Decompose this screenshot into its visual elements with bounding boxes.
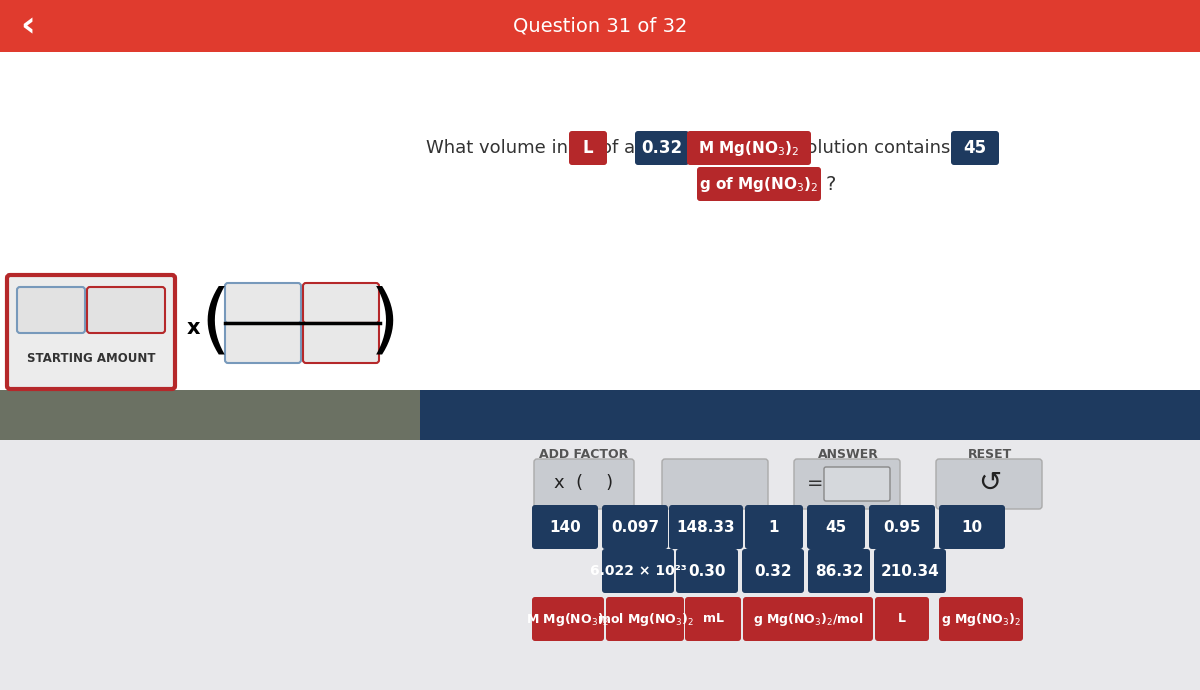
FancyBboxPatch shape <box>420 390 1200 440</box>
Text: x: x <box>186 318 199 338</box>
Text: L: L <box>583 139 593 157</box>
Text: mL: mL <box>702 613 724 626</box>
FancyBboxPatch shape <box>952 131 998 165</box>
FancyBboxPatch shape <box>532 597 604 641</box>
FancyBboxPatch shape <box>606 597 684 641</box>
Text: 210.34: 210.34 <box>881 564 940 578</box>
FancyBboxPatch shape <box>226 323 301 363</box>
FancyBboxPatch shape <box>0 0 1200 52</box>
FancyBboxPatch shape <box>745 505 803 549</box>
FancyBboxPatch shape <box>0 440 1200 690</box>
FancyBboxPatch shape <box>602 505 668 549</box>
FancyBboxPatch shape <box>532 505 598 549</box>
Text: 148.33: 148.33 <box>677 520 736 535</box>
FancyBboxPatch shape <box>302 283 379 323</box>
FancyBboxPatch shape <box>869 505 935 549</box>
Text: 0.32: 0.32 <box>642 139 683 157</box>
Text: STARTING AMOUNT: STARTING AMOUNT <box>26 351 155 364</box>
Text: g Mg(NO$_3$)$_2$: g Mg(NO$_3$)$_2$ <box>941 611 1021 627</box>
FancyBboxPatch shape <box>874 549 946 593</box>
Text: 0.30: 0.30 <box>689 564 726 578</box>
Text: ANSWER: ANSWER <box>817 448 878 462</box>
Text: =: = <box>806 473 823 493</box>
Text: 140: 140 <box>550 520 581 535</box>
Text: ?: ? <box>826 175 836 193</box>
FancyBboxPatch shape <box>88 287 166 333</box>
FancyBboxPatch shape <box>226 283 301 323</box>
FancyBboxPatch shape <box>602 549 674 593</box>
FancyBboxPatch shape <box>686 131 811 165</box>
Text: L: L <box>898 613 906 626</box>
FancyBboxPatch shape <box>875 597 929 641</box>
Text: solution contains: solution contains <box>797 139 950 157</box>
FancyBboxPatch shape <box>662 459 768 509</box>
FancyBboxPatch shape <box>0 390 420 440</box>
FancyBboxPatch shape <box>302 323 379 363</box>
Text: RESET: RESET <box>968 448 1012 462</box>
FancyBboxPatch shape <box>697 167 821 201</box>
FancyBboxPatch shape <box>808 505 865 549</box>
Text: What volume in: What volume in <box>426 139 568 157</box>
FancyBboxPatch shape <box>569 131 607 165</box>
FancyBboxPatch shape <box>824 467 890 501</box>
Text: g Mg(NO$_3$)$_2$/mol: g Mg(NO$_3$)$_2$/mol <box>752 611 863 627</box>
Text: ADD FACTOR: ADD FACTOR <box>539 448 629 462</box>
FancyBboxPatch shape <box>534 459 634 509</box>
Text: 0.097: 0.097 <box>611 520 659 535</box>
Text: 6.022 × 10²³: 6.022 × 10²³ <box>589 564 686 578</box>
FancyBboxPatch shape <box>0 52 1200 390</box>
Text: Question 31 of 32: Question 31 of 32 <box>512 17 688 35</box>
Text: 45: 45 <box>826 520 847 535</box>
Text: 86.32: 86.32 <box>815 564 863 578</box>
FancyBboxPatch shape <box>676 549 738 593</box>
Text: ↺: ↺ <box>978 469 1002 497</box>
Text: (: ( <box>200 286 230 360</box>
FancyBboxPatch shape <box>794 459 900 509</box>
Text: 0.95: 0.95 <box>883 520 920 535</box>
Text: 10: 10 <box>961 520 983 535</box>
FancyBboxPatch shape <box>808 549 870 593</box>
Text: ‹: ‹ <box>20 9 36 43</box>
FancyBboxPatch shape <box>7 275 175 389</box>
Text: 1: 1 <box>769 520 779 535</box>
FancyBboxPatch shape <box>743 597 874 641</box>
Text: x  (    ): x ( ) <box>554 474 613 492</box>
FancyBboxPatch shape <box>940 597 1022 641</box>
Text: 45: 45 <box>964 139 986 157</box>
Text: M Mg(NO$_3$)$_2$: M Mg(NO$_3$)$_2$ <box>527 611 610 627</box>
Text: 0.32: 0.32 <box>754 564 792 578</box>
Text: of a: of a <box>601 139 635 157</box>
Text: g of Mg(NO$_3$)$_2$: g of Mg(NO$_3$)$_2$ <box>700 175 818 193</box>
FancyBboxPatch shape <box>635 131 689 165</box>
Text: M Mg(NO$_3$)$_2$: M Mg(NO$_3$)$_2$ <box>698 139 799 157</box>
FancyBboxPatch shape <box>742 549 804 593</box>
FancyBboxPatch shape <box>685 597 742 641</box>
Text: ): ) <box>370 286 400 360</box>
FancyBboxPatch shape <box>17 287 85 333</box>
FancyBboxPatch shape <box>670 505 743 549</box>
FancyBboxPatch shape <box>940 505 1006 549</box>
FancyBboxPatch shape <box>936 459 1042 509</box>
Text: mol Mg(NO$_3$)$_2$: mol Mg(NO$_3$)$_2$ <box>596 611 694 627</box>
